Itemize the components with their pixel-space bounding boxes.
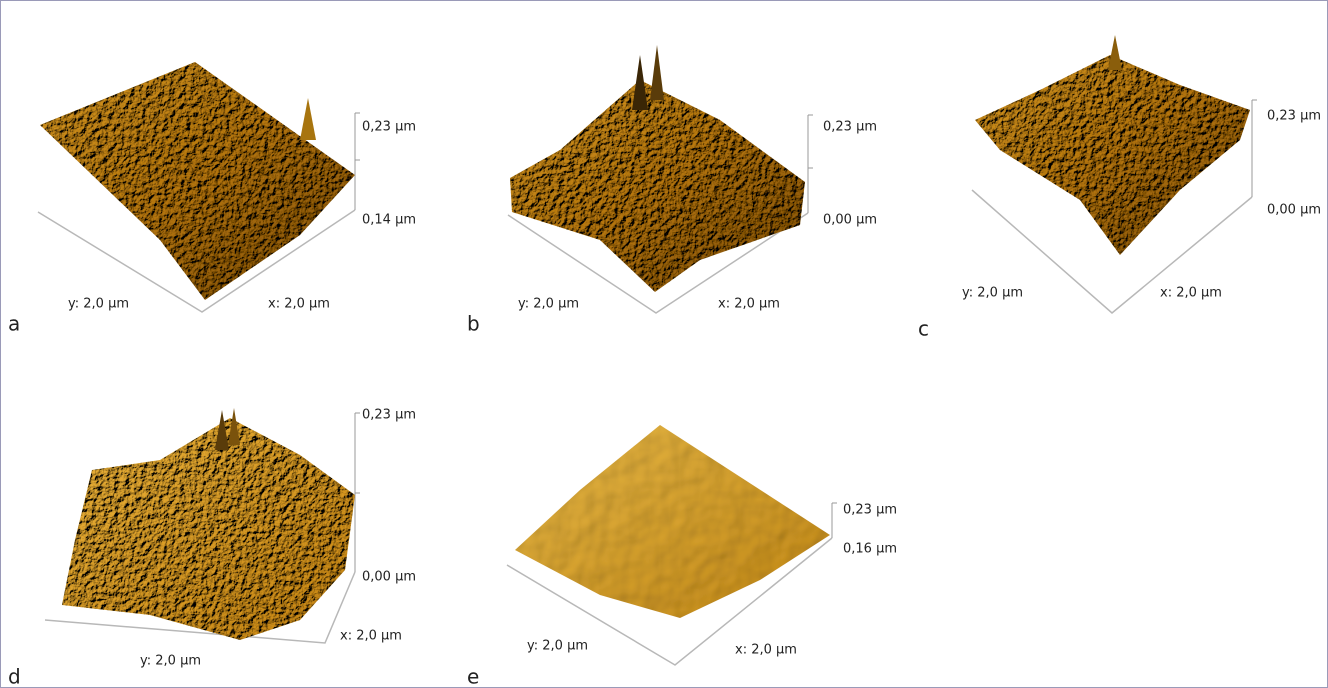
peak [228,408,240,445]
y-axis-label: y: 2,0 µm [962,286,1023,301]
panel-c: 0,23 µm 0,00 µm y: 2,0 µm x: 2,0 µm c [918,35,1321,341]
peak [632,55,648,110]
x-axis-label: x: 2,0 µm [1160,286,1222,301]
axes [506,537,833,666]
x-axis-label: x: 2,0 µm [268,297,330,312]
y-axis-label: y: 2,0 µm [527,639,588,654]
z-bottom: 0,00 µm [362,570,416,585]
panel-b: 0,23 µm 0,00 µm y: 2,0 µm x: 2,0 µm b [467,45,877,336]
x-axis-label: x: 2,0 µm [735,643,797,658]
panel-d: 0,23 µm 0,00 µm x: 2,0 µm y: 2,0 µm d [8,408,416,688]
axes [37,209,356,313]
axes [44,571,356,644]
y-axis-label: y: 2,0 µm [68,297,129,312]
surface [510,80,805,292]
x-axis-label: x: 2,0 µm [340,629,402,644]
surface [62,418,355,640]
peak [215,410,229,450]
z-top: 0,23 µm [823,120,877,135]
peak [300,98,316,140]
z-bottom: 0,14 µm [362,213,416,228]
x-axis-label: x: 2,0 µm [718,297,780,312]
z-bottom: 0,00 µm [823,213,877,228]
z-bottom: 0,16 µm [843,542,897,557]
y-axis-label: y: 2,0 µm [518,297,579,312]
panel-letter: b [467,312,480,336]
z-top: 0,23 µm [362,120,416,135]
surface [40,62,355,300]
axes [507,212,809,314]
panel-letter: a [8,312,20,336]
peak [650,45,664,100]
panel-letter: d [8,665,21,688]
surface [975,55,1250,255]
axes [971,189,1253,314]
z-top: 0,23 µm [1267,109,1321,124]
panel-e: 0,23 µm 0,16 µm y: 2,0 µm x: 2,0 µm e [467,425,897,688]
surface [515,425,830,618]
z-bottom: 0,00 µm [1267,203,1321,218]
y-axis-label: y: 2,0 µm [140,654,201,669]
panel-a: 0,23 µm 0,14 µm y: 2,0 µm x: 2,0 µm a [8,62,416,336]
panel-letter: e [467,665,479,688]
z-top: 0,23 µm [362,408,416,423]
panel-letter: c [918,317,929,341]
z-top: 0,23 µm [843,503,897,518]
peak [1108,35,1122,70]
